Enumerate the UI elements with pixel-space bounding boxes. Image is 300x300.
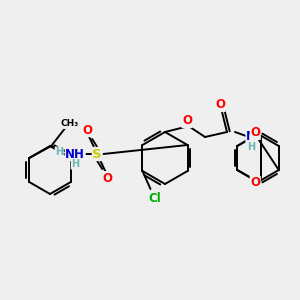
- Text: O: O: [215, 98, 225, 112]
- Text: H: H: [55, 147, 63, 157]
- Text: CH₃: CH₃: [60, 119, 78, 128]
- Text: H: H: [247, 142, 255, 152]
- Text: O: O: [102, 172, 112, 184]
- Text: O: O: [250, 176, 260, 190]
- Text: O: O: [82, 124, 92, 136]
- Text: Cl: Cl: [148, 193, 161, 206]
- Text: O: O: [250, 127, 260, 140]
- Text: N: N: [246, 130, 256, 143]
- Text: H: H: [71, 159, 79, 169]
- Text: S: S: [92, 148, 102, 160]
- Text: NH: NH: [65, 148, 85, 160]
- Text: O: O: [182, 115, 192, 128]
